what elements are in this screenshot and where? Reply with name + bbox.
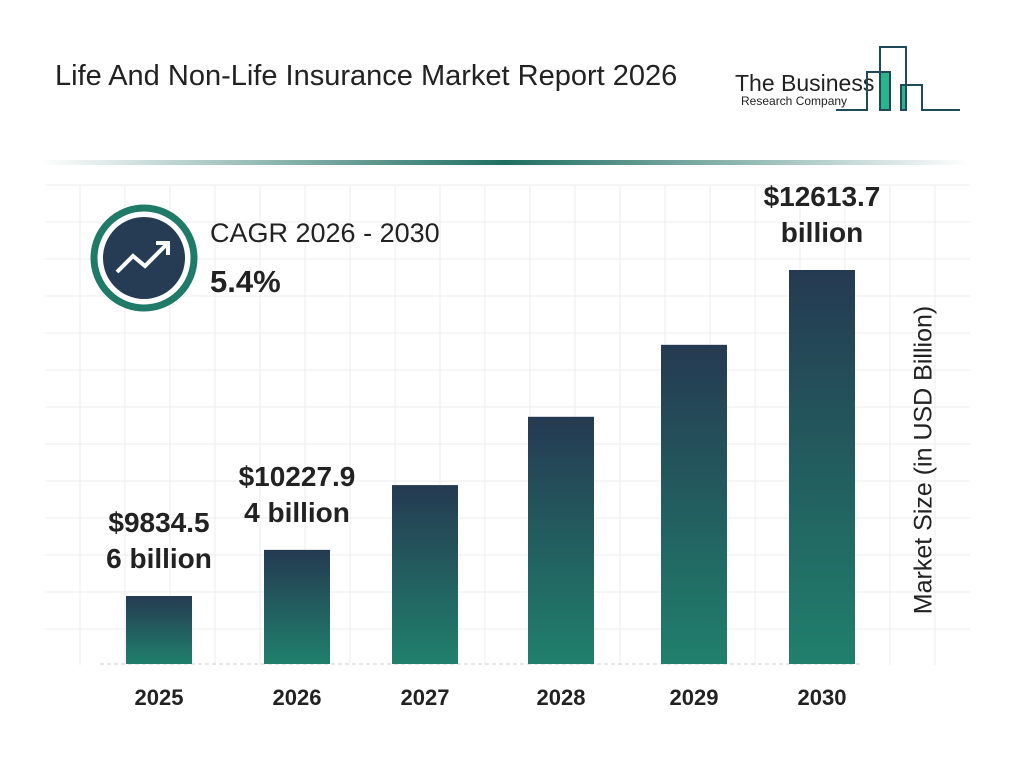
x-tick-label: 2029 xyxy=(670,685,719,710)
y-axis-label: Market Size (in USD Billion) xyxy=(909,305,938,615)
cagr-value: 5.4% xyxy=(210,264,281,299)
header-divider xyxy=(40,160,970,165)
logo-text-main: The Business xyxy=(735,70,875,96)
bar-2030 xyxy=(789,270,855,664)
x-tick-label: 2030 xyxy=(798,685,847,710)
trending-up-icon xyxy=(115,241,170,274)
cagr-badge xyxy=(90,204,198,312)
logo-mark xyxy=(836,46,960,111)
bar-2026 xyxy=(264,549,330,664)
bar-2027 xyxy=(392,485,458,664)
bar-2025 xyxy=(126,596,192,664)
bar-2029 xyxy=(661,344,727,664)
page-title: Life And Non-Life Insurance Market Repor… xyxy=(55,60,678,92)
data-label: $10227.9 4 billion xyxy=(239,461,356,528)
x-tick-label: 2027 xyxy=(401,685,450,710)
cagr-label: CAGR 2026 - 2030 xyxy=(210,218,440,248)
logo-text-sub: Research Company xyxy=(741,94,848,108)
x-tick-label: 2025 xyxy=(135,685,184,710)
data-label: $12613.7 billion xyxy=(764,181,881,248)
data-label: $9834.5 6 billion xyxy=(106,507,212,574)
bar-2028 xyxy=(528,416,594,664)
x-tick-label: 2026 xyxy=(273,685,322,710)
x-tick-label: 2028 xyxy=(537,685,586,710)
